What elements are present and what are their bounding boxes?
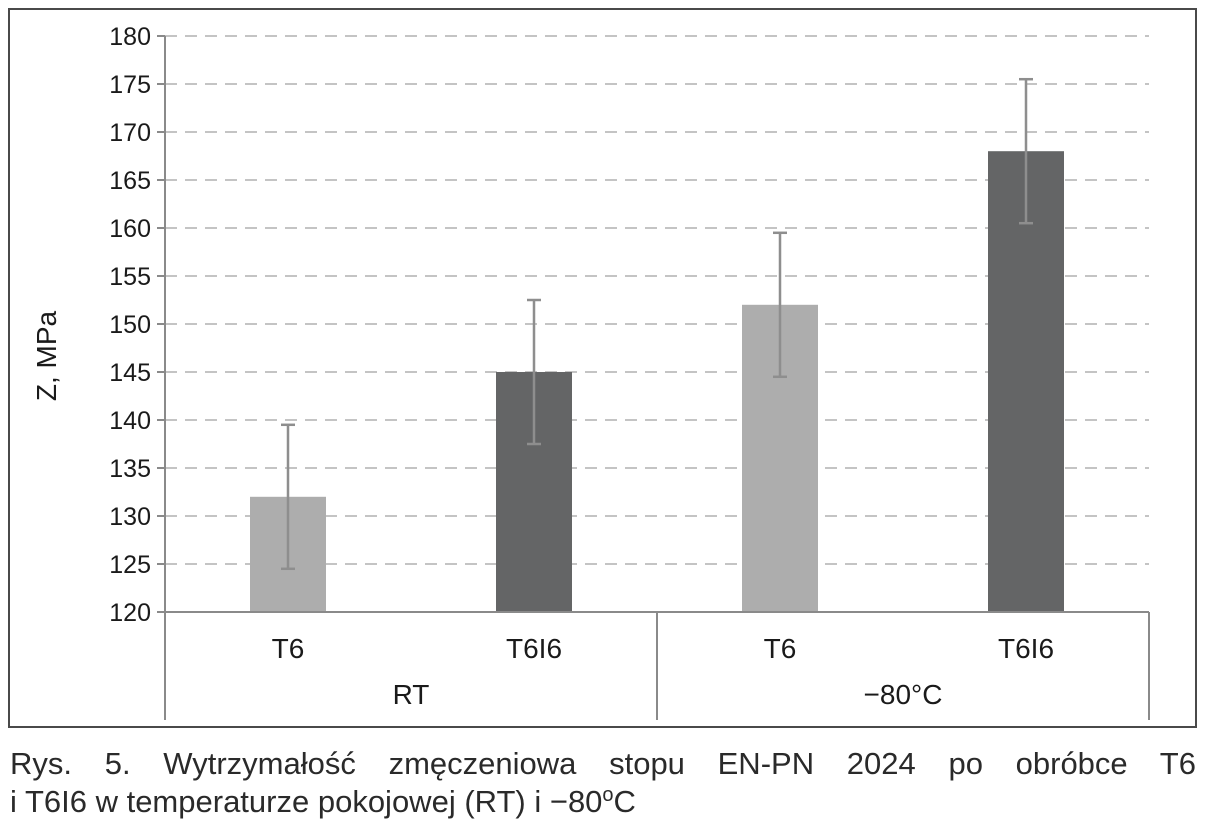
axes: [157, 35, 1150, 720]
axis-labels: 120 125 130 135 140 145 150 155 160 165 170 175 180 T…: [109, 23, 1054, 710]
y-tick-label-175: 175: [109, 71, 151, 99]
bar-group-2-t6i6: [988, 151, 1064, 612]
category-label-group-2-t6i6: T6I6: [998, 633, 1054, 664]
y-tick-label-145: 145: [109, 359, 151, 387]
y-tick-label-150: 150: [109, 311, 151, 339]
y-tick-label-140: 140: [109, 407, 151, 435]
caption-line-1: Rys. 5. Wytrzymałość zmęczeniowa stopu E…: [10, 746, 1196, 781]
group-label-2: −80°C: [864, 679, 943, 710]
caption-degree-superscript: o: [602, 784, 614, 806]
y-tick-label-165: 165: [109, 167, 151, 195]
caption-line-2: i T6I6 w temperaturze pokojowej (RT) i −…: [10, 783, 1196, 821]
grid-lines: [165, 35, 1149, 565]
y-axis-title: Z, MPa: [31, 310, 62, 401]
y-tick-label-125: 125: [109, 551, 151, 579]
bars: [250, 151, 1064, 612]
category-label-group-1-t6i6: T6I6: [506, 633, 562, 664]
chart-frame: 120 125 130 135 140 145 150 155 160 165 170 175 180 T…: [8, 8, 1197, 728]
y-tick-label-155: 155: [109, 263, 151, 291]
y-tick-label-130: 130: [109, 503, 151, 531]
group-label-1: RT: [393, 679, 430, 710]
figure-caption: Rys. 5. Wytrzymałość zmęczeniowa stopu E…: [10, 745, 1196, 821]
category-label-group-1-t6: T6: [272, 633, 305, 664]
caption-line-2-unit: C: [613, 784, 636, 819]
y-tick-label-180: 180: [109, 23, 151, 51]
category-label-group-2-t6: T6: [764, 633, 797, 664]
y-tick-label-160: 160: [109, 215, 151, 243]
y-tick-label-135: 135: [109, 455, 151, 483]
y-tick-label-170: 170: [109, 119, 151, 147]
y-tick-label-120: 120: [109, 599, 151, 627]
bar-chart: 120 125 130 135 140 145 150 155 160 165 170 175 180 T…: [31, 23, 1150, 720]
caption-line-2-text: i T6I6 w temperaturze pokojowej (RT) i −…: [10, 784, 603, 819]
error-bars: [281, 77, 1033, 571]
